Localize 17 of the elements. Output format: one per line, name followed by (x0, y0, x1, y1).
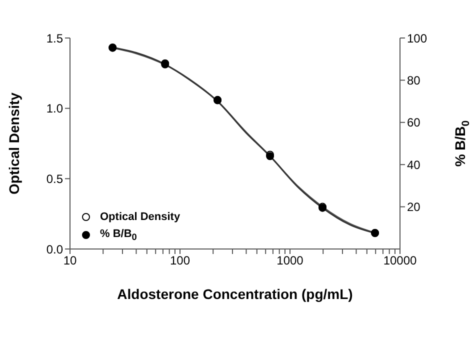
x-tick-label: 10000 (383, 254, 418, 268)
y2-tick-label: 20 (407, 200, 421, 214)
y2-tick-label: 100 (407, 31, 428, 46)
legend-label: Optical Density (100, 211, 180, 223)
x-tick-label: 100 (170, 254, 190, 268)
x-tick-label: 1000 (276, 254, 304, 268)
legend-label: % B/B$_{0}$ (100, 228, 137, 242)
x-axis-title: Aldosterone Concentration (pg/mL) (117, 286, 353, 302)
y2-tick-label: 80 (407, 73, 421, 88)
x-tick-label: 10 (63, 254, 77, 268)
y2-tick-label: 40 (407, 158, 421, 172)
y-tick-label: 1.5 (46, 31, 64, 46)
y-axis-title: Optical Density (6, 92, 22, 194)
y2-tick-label: 60 (407, 116, 421, 130)
y-tick-label: 0.5 (46, 172, 64, 186)
y-tick-label: 0.0 (46, 242, 64, 256)
y-tick-label: 1.0 (46, 102, 64, 116)
